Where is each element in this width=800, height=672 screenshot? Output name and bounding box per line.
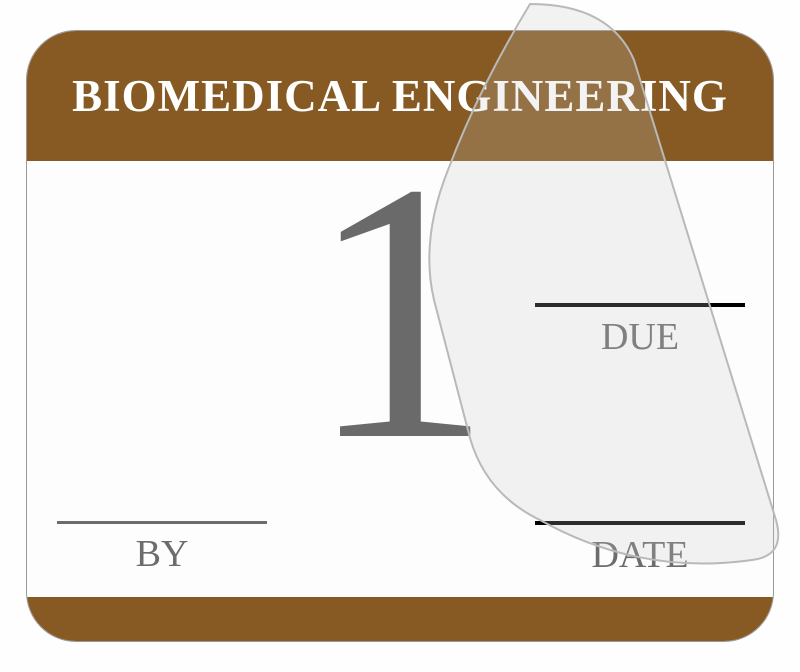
field-due: DUE [535,303,745,359]
field-due-line [535,303,745,307]
field-by-line [57,521,267,524]
field-due-label: DUE [535,315,745,359]
field-date-line [535,521,745,525]
big-number: 1 [308,127,493,497]
field-by: BY [57,521,267,576]
field-by-label: BY [57,532,267,576]
field-date-label: DATE [535,533,745,577]
field-date: DATE [535,521,745,577]
footer-band [27,597,773,641]
inspection-label-card: BIOMEDICAL ENGINEERING 1 DUE BY DATE [26,30,774,642]
